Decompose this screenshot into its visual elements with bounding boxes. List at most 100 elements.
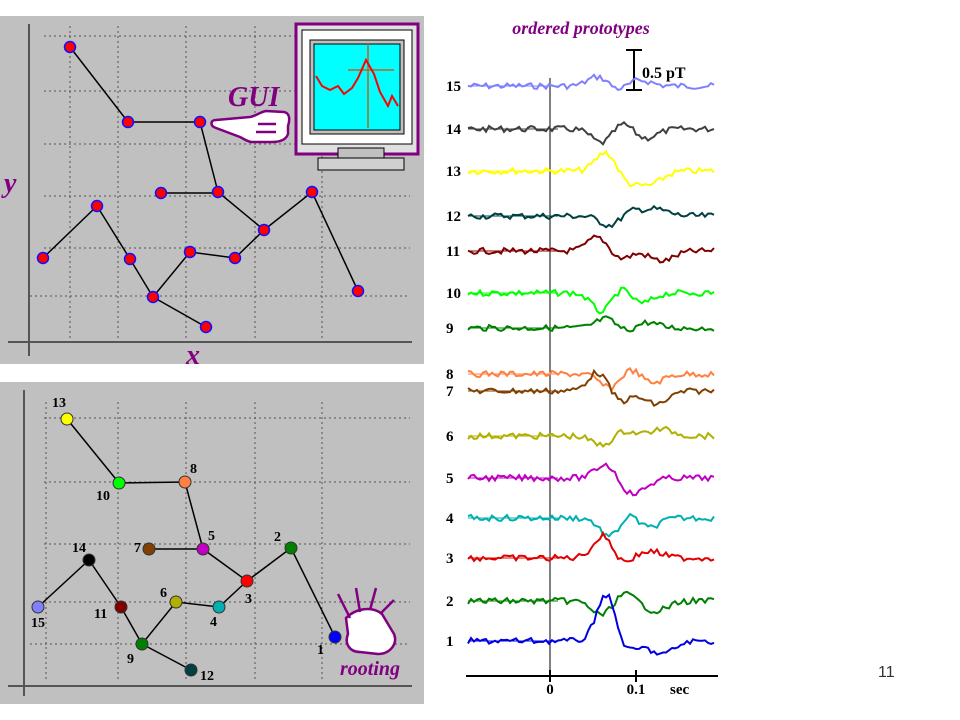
rooting-hand-icon bbox=[336, 587, 397, 656]
grid-node bbox=[36, 251, 50, 265]
tree-node-label: 7 bbox=[134, 541, 141, 556]
rooting-label: rooting bbox=[340, 658, 400, 680]
tree-node bbox=[114, 600, 128, 614]
tree-node-label: 5 bbox=[208, 529, 215, 544]
prototype-grid-panel: y x GUI bbox=[0, 16, 424, 371]
tree-node bbox=[112, 476, 126, 490]
tree-node-label: 10 bbox=[96, 489, 110, 504]
prototype-trace bbox=[467, 590, 715, 618]
prototype-trace bbox=[467, 315, 715, 333]
prototype-trace bbox=[467, 530, 715, 563]
x-axis-label: x bbox=[185, 340, 200, 364]
prototypes-title: ordered prototypes bbox=[512, 18, 649, 38]
trace-label: 5 bbox=[446, 471, 454, 487]
time-unit-label: sec bbox=[670, 682, 689, 696]
trace-label: 8 bbox=[446, 367, 454, 383]
y-axis-label: y bbox=[1, 168, 17, 199]
scale-bar bbox=[626, 49, 642, 91]
trace-label: 7 bbox=[446, 384, 454, 400]
grid-node bbox=[90, 199, 104, 213]
tree-node-label: 14 bbox=[72, 541, 86, 556]
trace-group bbox=[467, 73, 715, 656]
tree-node bbox=[184, 663, 198, 677]
slide-number: 11 bbox=[878, 664, 895, 681]
monitor-icon bbox=[294, 22, 420, 171]
prototype-trace bbox=[467, 368, 715, 408]
tree-node bbox=[196, 542, 210, 556]
tree-node-label: 11 bbox=[94, 607, 107, 622]
grid-node bbox=[211, 185, 225, 199]
trace-label: 10 bbox=[446, 286, 461, 302]
grid-node bbox=[199, 320, 213, 334]
scale-bar-label: 0.5 pT bbox=[642, 65, 686, 82]
tree-node bbox=[284, 541, 298, 555]
tree-node bbox=[31, 600, 45, 614]
trace-label: 6 bbox=[446, 429, 454, 445]
tree-node bbox=[169, 595, 183, 609]
grid-node bbox=[123, 252, 137, 266]
tree-node bbox=[135, 637, 149, 651]
tree-node-label: 8 bbox=[190, 462, 197, 477]
trace-labels: 15 14 13 12 11 10 9 87 6 5 4 3 2 1 bbox=[446, 79, 462, 650]
prototype-trace bbox=[467, 73, 715, 92]
grid-node bbox=[121, 115, 135, 129]
ordered-prototypes-panel: ordered prototypes 0.5 pT 15 14 13 12 11 10 9 8… bbox=[438, 16, 724, 698]
trace-label: 14 bbox=[446, 122, 462, 138]
trace-label: 13 bbox=[446, 164, 461, 180]
tree-node-label: 9 bbox=[127, 652, 134, 667]
tree-node-label: 4 bbox=[210, 615, 217, 630]
grid-node bbox=[228, 251, 242, 265]
tree-node bbox=[240, 574, 254, 588]
trace-label: 4 bbox=[446, 511, 454, 527]
prototype-trace bbox=[467, 286, 715, 315]
grid-node bbox=[193, 115, 207, 129]
prototype-trace bbox=[467, 367, 715, 392]
prototype-trace bbox=[467, 593, 715, 656]
trace-label: 1 bbox=[446, 634, 454, 650]
prototype-trace bbox=[467, 425, 715, 448]
grid-node bbox=[257, 223, 271, 237]
tree-node bbox=[212, 600, 226, 614]
prototype-trace bbox=[467, 149, 715, 188]
tree-node bbox=[328, 630, 342, 644]
grid-node bbox=[146, 290, 160, 304]
trace-label: 12 bbox=[446, 209, 461, 225]
tree-node-label: 15 bbox=[31, 616, 45, 631]
tree-node bbox=[142, 542, 156, 556]
prototype-trace bbox=[467, 234, 715, 264]
trace-label: 2 bbox=[446, 594, 454, 610]
tree-node-label: 3 bbox=[245, 592, 252, 607]
gui-label: GUI bbox=[228, 82, 280, 113]
rooted-tree-svg: 13 10 8 7 5 14 2 6 15 11 4 3 1 9 12 root… bbox=[8, 390, 412, 696]
tree-nodes bbox=[31, 412, 342, 677]
prototype-trace bbox=[467, 462, 715, 497]
trace-label: 15 bbox=[446, 79, 461, 95]
trace-label: 11 bbox=[446, 244, 460, 260]
pointing-hand-icon bbox=[210, 109, 291, 144]
grid-node bbox=[183, 245, 197, 259]
trace-label: 9 bbox=[446, 321, 454, 337]
tree-node bbox=[82, 553, 96, 567]
tree-node-label: 13 bbox=[52, 396, 66, 411]
tree-node-label: 1 bbox=[317, 643, 324, 658]
tree-node-labels: 13 10 8 7 5 14 2 6 15 11 4 3 1 9 12 bbox=[31, 396, 324, 684]
grid-node bbox=[305, 185, 319, 199]
trace-label: 3 bbox=[446, 551, 454, 567]
rooted-tree-panel: 13 10 8 7 5 14 2 6 15 11 4 3 1 9 12 root… bbox=[0, 382, 424, 704]
tree-node-label: 6 bbox=[160, 586, 167, 601]
prototype-trace bbox=[467, 204, 715, 229]
grid-nodes bbox=[36, 40, 365, 334]
tree-node-label: 12 bbox=[200, 669, 214, 684]
grid-node bbox=[351, 284, 365, 298]
tree-node bbox=[60, 412, 74, 426]
grid-node bbox=[63, 40, 77, 54]
prototype-grid-svg: y x GUI bbox=[1, 22, 420, 371]
grid-node bbox=[154, 186, 168, 200]
tree-node-label: 2 bbox=[274, 530, 281, 545]
prototype-trace bbox=[467, 512, 715, 538]
time-tick-label: 0 bbox=[546, 682, 554, 696]
time-tick-label: 0.1 bbox=[627, 682, 646, 696]
prototype-trace bbox=[467, 120, 715, 146]
ordered-prototypes-svg: ordered prototypes 0.5 pT 15141312111098… bbox=[446, 18, 718, 698]
tree-node bbox=[178, 475, 192, 489]
